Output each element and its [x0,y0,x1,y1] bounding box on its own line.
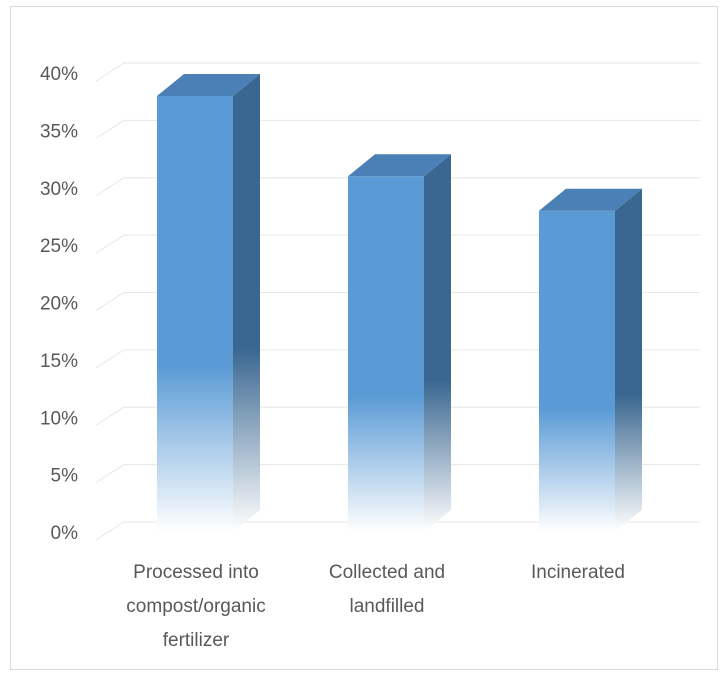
y-tick-label: 25% [40,236,78,257]
category-label: Collected and landfilled [329,562,445,617]
gridline [95,292,700,311]
category-label-line: Collected and [329,562,445,583]
y-tick-label: 40% [40,64,78,85]
bar-side [424,154,451,532]
category-label: Processed into compost/organic fertilizer [126,562,265,651]
y-tick-label: 20% [40,294,78,315]
gridlines [95,62,700,541]
y-tick-label: 10% [40,408,78,429]
y-tick-label: 0% [51,523,79,544]
y-tick-label: 30% [40,179,78,200]
bar-front [157,95,233,532]
bar [157,73,260,532]
bar [348,154,451,532]
y-tick-label: 15% [40,351,78,372]
x-axis-categories: Processed into compost/organic fertilizer C… [126,562,625,651]
gridline [95,119,700,139]
bar-front [348,176,424,532]
category-label: Incinerated [531,562,625,583]
bar-side [615,188,642,532]
y-axis-ticks: 0% 5% 10% 15% 20% 25% 30% 35% 40% [40,64,78,544]
y-tick-label: 35% [40,121,78,142]
gridline [95,62,700,82]
bar [539,188,642,532]
bar-top [539,188,642,211]
category-label-line: Incinerated [531,562,625,583]
bars [157,73,642,532]
bar-top [157,73,260,96]
bar-top [348,154,451,177]
gridline [95,349,700,369]
category-label-line: Processed into [133,562,259,583]
gridline [95,464,700,484]
gridline [95,177,700,197]
gridline [95,521,700,541]
category-label-line: landfilled [350,596,425,617]
category-label-line: compost/organic [126,596,265,617]
bar-front [539,210,615,532]
gridline [95,234,700,254]
gridline [95,406,700,426]
category-label-line: fertilizer [163,630,230,651]
y-tick-label: 5% [51,466,79,487]
bar-side [233,73,260,532]
